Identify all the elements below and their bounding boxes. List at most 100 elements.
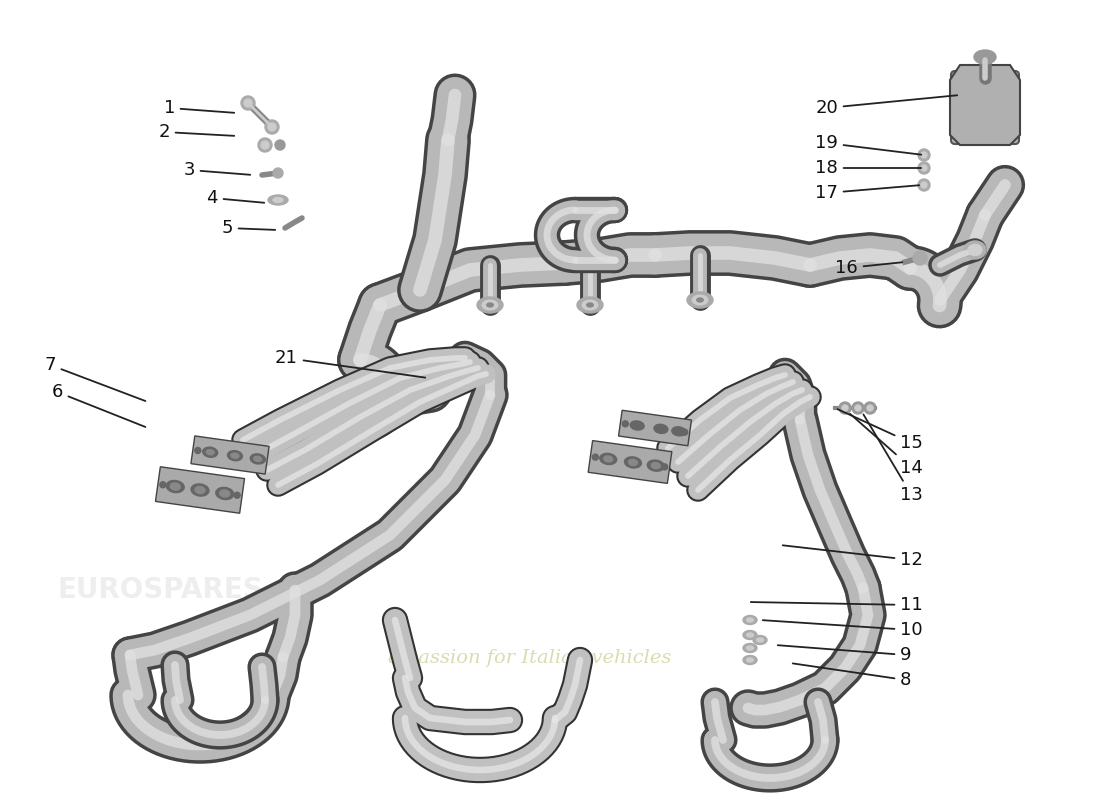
Ellipse shape <box>630 421 645 430</box>
Ellipse shape <box>600 454 617 465</box>
Text: 12: 12 <box>783 546 923 569</box>
Polygon shape <box>950 65 1020 145</box>
Ellipse shape <box>742 630 757 639</box>
Text: 21: 21 <box>275 349 426 378</box>
Ellipse shape <box>251 454 265 464</box>
Circle shape <box>265 120 279 134</box>
Circle shape <box>867 405 873 411</box>
Text: 11: 11 <box>751 596 923 614</box>
Circle shape <box>839 402 851 414</box>
Circle shape <box>234 492 240 498</box>
Ellipse shape <box>586 303 593 307</box>
Ellipse shape <box>486 303 493 307</box>
Ellipse shape <box>625 457 641 468</box>
Ellipse shape <box>254 456 262 462</box>
Text: 9: 9 <box>778 646 912 664</box>
Ellipse shape <box>692 295 707 305</box>
Ellipse shape <box>166 481 184 493</box>
Circle shape <box>275 140 285 150</box>
Ellipse shape <box>268 195 288 205</box>
Ellipse shape <box>974 50 996 64</box>
FancyBboxPatch shape <box>952 71 1019 144</box>
Circle shape <box>852 402 864 414</box>
Ellipse shape <box>220 490 230 497</box>
Circle shape <box>258 138 272 152</box>
Circle shape <box>268 123 276 131</box>
Polygon shape <box>191 436 270 474</box>
Circle shape <box>918 162 930 174</box>
Ellipse shape <box>628 459 637 466</box>
Ellipse shape <box>482 300 498 310</box>
Text: a passion for Italian vehicles: a passion for Italian vehicles <box>388 649 672 667</box>
Text: 18: 18 <box>815 159 921 177</box>
Ellipse shape <box>968 245 982 255</box>
Ellipse shape <box>964 241 986 259</box>
Ellipse shape <box>195 486 205 494</box>
Text: 1: 1 <box>164 99 234 117</box>
Circle shape <box>662 464 668 470</box>
Circle shape <box>160 482 166 488</box>
Circle shape <box>273 168 283 178</box>
Polygon shape <box>618 410 692 446</box>
Ellipse shape <box>757 638 763 642</box>
Circle shape <box>261 141 270 149</box>
Ellipse shape <box>747 658 754 662</box>
Text: 3: 3 <box>184 161 250 179</box>
Ellipse shape <box>231 453 239 458</box>
Ellipse shape <box>688 292 713 308</box>
Ellipse shape <box>742 643 757 653</box>
Circle shape <box>842 405 848 411</box>
Circle shape <box>855 405 861 411</box>
Ellipse shape <box>651 462 660 469</box>
Ellipse shape <box>754 635 767 645</box>
Text: 4: 4 <box>207 189 264 207</box>
Text: 8: 8 <box>793 663 912 689</box>
Ellipse shape <box>273 198 283 202</box>
Text: 20: 20 <box>815 95 957 117</box>
Circle shape <box>921 152 927 158</box>
Text: 5: 5 <box>221 219 275 237</box>
Ellipse shape <box>742 615 757 625</box>
Ellipse shape <box>206 450 214 454</box>
Ellipse shape <box>202 447 218 458</box>
Ellipse shape <box>604 456 613 462</box>
Text: 7: 7 <box>44 356 145 401</box>
Text: 14: 14 <box>850 414 923 477</box>
Ellipse shape <box>654 424 668 434</box>
Circle shape <box>244 99 252 107</box>
Circle shape <box>623 421 628 427</box>
Text: 16: 16 <box>835 259 902 277</box>
Ellipse shape <box>228 450 242 461</box>
Polygon shape <box>155 466 244 514</box>
Ellipse shape <box>747 633 754 637</box>
Circle shape <box>921 182 927 188</box>
Circle shape <box>913 251 927 265</box>
Text: 15: 15 <box>837 409 923 452</box>
Ellipse shape <box>747 618 754 622</box>
Circle shape <box>864 402 876 414</box>
Ellipse shape <box>216 487 233 499</box>
Text: 10: 10 <box>762 620 923 639</box>
Ellipse shape <box>170 483 180 490</box>
Ellipse shape <box>477 297 503 313</box>
Ellipse shape <box>747 646 754 650</box>
Ellipse shape <box>191 484 209 496</box>
Circle shape <box>260 457 265 462</box>
Ellipse shape <box>672 426 685 436</box>
Ellipse shape <box>647 460 664 471</box>
Text: 19: 19 <box>815 134 921 154</box>
Circle shape <box>918 149 930 161</box>
Polygon shape <box>588 441 672 483</box>
Ellipse shape <box>742 655 757 665</box>
Text: 6: 6 <box>52 383 145 427</box>
Circle shape <box>241 96 255 110</box>
Circle shape <box>682 429 688 435</box>
Text: 2: 2 <box>158 123 234 141</box>
Circle shape <box>592 454 598 460</box>
Text: 17: 17 <box>815 184 920 202</box>
Text: EUROSPARES: EUROSPARES <box>57 576 263 604</box>
Text: 13: 13 <box>864 414 923 504</box>
Ellipse shape <box>582 300 597 310</box>
Circle shape <box>195 447 201 454</box>
Ellipse shape <box>696 298 703 302</box>
